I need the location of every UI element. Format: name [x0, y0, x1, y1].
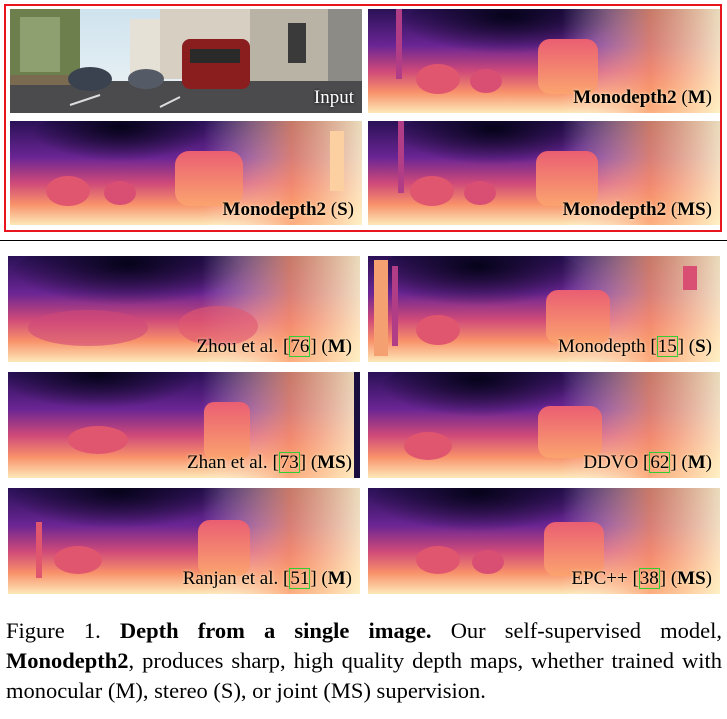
- caption-text: , produces sharp, high quality depth map…: [6, 648, 722, 703]
- street-photo: [10, 9, 362, 113]
- caption-prefix: Figure 1.: [6, 618, 101, 643]
- figure-caption: Figure 1. Depth from a single image. Our…: [6, 616, 722, 706]
- citation-link[interactable]: 51: [289, 568, 311, 589]
- panel-tag: M: [327, 568, 346, 589]
- monodepth2-m-panel: Monodepth2 (M): [368, 9, 720, 113]
- citation-link[interactable]: 62: [649, 452, 671, 473]
- panel-name: DDVO: [583, 452, 639, 473]
- separator-line: [0, 240, 727, 241]
- ddvo-panel: DDVO [62] (M): [368, 372, 720, 478]
- citation-link[interactable]: 73: [278, 452, 300, 473]
- panel-name: Ranjan et al.: [182, 568, 279, 589]
- citation-link[interactable]: 76: [289, 336, 311, 357]
- depth-map: [368, 372, 720, 478]
- panel-tag: MS: [677, 568, 706, 589]
- panel-name: Monodepth: [558, 336, 646, 357]
- epc-panel: EPC++ [38] (MS): [368, 488, 720, 594]
- panel-tag: S: [695, 336, 706, 357]
- depth-map: [368, 121, 720, 225]
- input-label: Input: [313, 87, 354, 108]
- panel-name: EPC++: [571, 568, 628, 589]
- depth-map: [8, 488, 360, 594]
- citation-link[interactable]: 38: [638, 568, 660, 589]
- monodepth-panel: Monodepth [15] (S): [368, 256, 720, 362]
- monodepth2-ms-panel: Monodepth2 (MS): [368, 121, 720, 225]
- highlight-box: [4, 4, 722, 232]
- input-image-panel: Input: [10, 9, 362, 113]
- panel-name: Zhan et al.: [186, 452, 268, 473]
- zhou-panel: Zhou et al. [76] (M): [8, 256, 360, 362]
- depth-map: [368, 9, 720, 113]
- caption-model: Monodepth2: [6, 648, 129, 673]
- depth-map: [8, 372, 360, 478]
- ranjan-panel: Ranjan et al. [51] (M): [8, 488, 360, 594]
- panel-tag: MS: [317, 452, 346, 473]
- zhan-panel: Zhan et al. [73] (MS): [8, 372, 360, 478]
- panel-tag: M: [327, 336, 346, 357]
- depth-map: [368, 488, 720, 594]
- caption-title: Depth from a single image.: [119, 618, 432, 643]
- panel-tag: M: [687, 87, 706, 108]
- panel-name: Monodepth2: [222, 199, 327, 220]
- depth-map: [368, 256, 720, 362]
- citation-link[interactable]: 15: [656, 336, 678, 357]
- depth-map: [8, 256, 360, 362]
- panel-name: Monodepth2: [573, 87, 677, 108]
- panel-tag: MS: [677, 199, 706, 220]
- monodepth2-s-panel: Monodepth2 (S): [10, 121, 362, 225]
- depth-map: [10, 121, 362, 225]
- panel-name: Zhou et al.: [196, 336, 279, 357]
- caption-text: Our self-supervised model,: [450, 618, 722, 643]
- panel-name: Monodepth2: [562, 199, 667, 220]
- panel-tag: M: [687, 452, 706, 473]
- panel-tag: S: [337, 199, 348, 220]
